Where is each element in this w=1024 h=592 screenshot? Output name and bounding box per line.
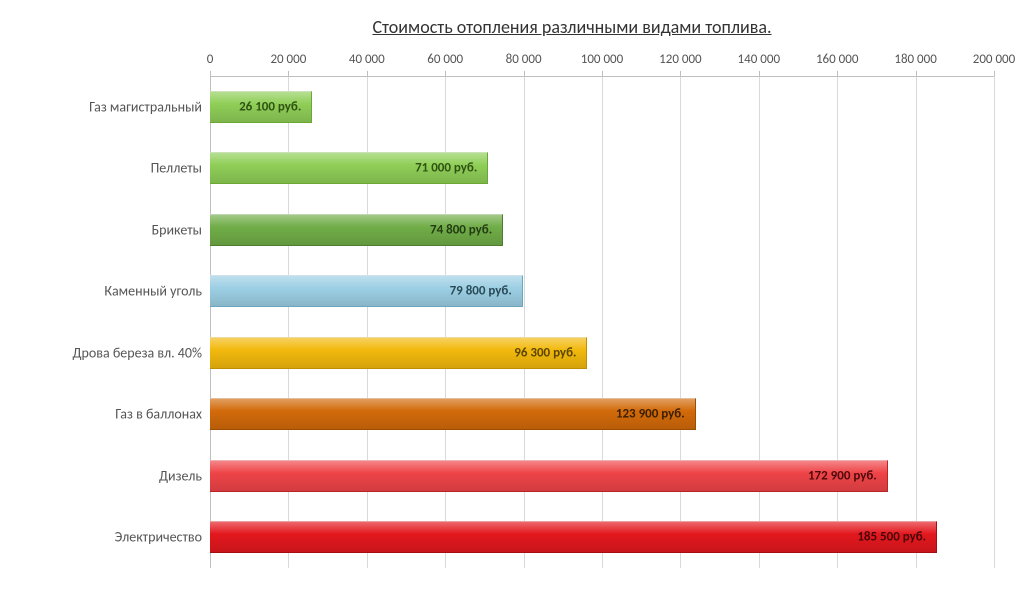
x-tick-mark [288,71,289,76]
x-tick-label: 20 000 [270,52,306,67]
bar-value-label: 96 300 руб. [514,345,576,360]
y-axis-label: Дрова береза вл. 40% [73,344,203,361]
x-tick-mark [994,71,995,76]
chart-container: Стоимость отопления различными видами то… [0,0,1024,592]
x-tick-label: 140 000 [738,52,780,67]
y-axis-label: Газ в баллонах [115,406,202,423]
x-tick-mark [602,71,603,76]
bar: 26 100 руб. [210,91,312,123]
bar-value-label: 26 100 руб. [239,99,301,114]
x-tick-label: 180 000 [894,52,936,67]
bar: 96 300 руб. [210,337,587,369]
x-tick-mark [445,71,446,76]
bars: 26 100 руб. 71 000 руб. 74 800 руб. 79 800 … [210,76,994,568]
bar-value-label: 79 800 руб. [450,284,512,299]
x-tick-mark [210,71,211,76]
gridline [994,76,995,568]
bar: 74 800 руб. [210,214,503,246]
bar-value-label: 185 500 руб. [857,530,926,545]
y-axis-label: Каменный уголь [104,283,202,300]
x-tick-mark [680,71,681,76]
bar-value-label: 172 900 руб. [808,468,877,483]
bar-value-label: 74 800 руб. [430,222,492,237]
y-axis-label: Пеллеты [151,160,202,177]
x-tick-label: 100 000 [581,52,623,67]
x-tick-mark [837,71,838,76]
x-tick-mark [524,71,525,76]
bar: 123 900 руб. [210,398,696,430]
y-axis-label: Газ магистральный [89,98,202,115]
x-tick-label: 200 000 [973,52,1015,67]
bar: 79 800 руб. [210,275,523,307]
x-tick-label: 160 000 [816,52,858,67]
y-axis-label: Брикеты [152,221,202,238]
x-tick-label: 0 [207,52,214,67]
x-tick-mark [916,71,917,76]
x-tick-mark [759,71,760,76]
bar-value-label: 71 000 руб. [415,161,477,176]
bar-value-label: 123 900 руб. [616,407,685,422]
bar: 185 500 руб. [210,521,937,553]
x-tick-label: 60 000 [427,52,463,67]
chart-title: Стоимость отопления различными видами то… [30,16,994,38]
bar: 172 900 руб. [210,460,888,492]
plot-area: Газ магистральный Пеллеты Брикеты Каменный … [30,48,994,568]
bar: 71 000 руб. [210,152,488,184]
x-tick-label: 40 000 [349,52,385,67]
x-tick-label: 80 000 [506,52,542,67]
y-axis-labels: Газ магистральный Пеллеты Брикеты Каменный … [30,76,210,568]
y-axis-label: Дизель [159,467,202,484]
bars-area: 0 20 000 40 000 60 000 80 000 100 000 120 000 1… [210,48,994,568]
y-axis-label: Электричество [115,529,202,546]
x-tick-mark [367,71,368,76]
x-tick-label: 120 000 [659,52,701,67]
